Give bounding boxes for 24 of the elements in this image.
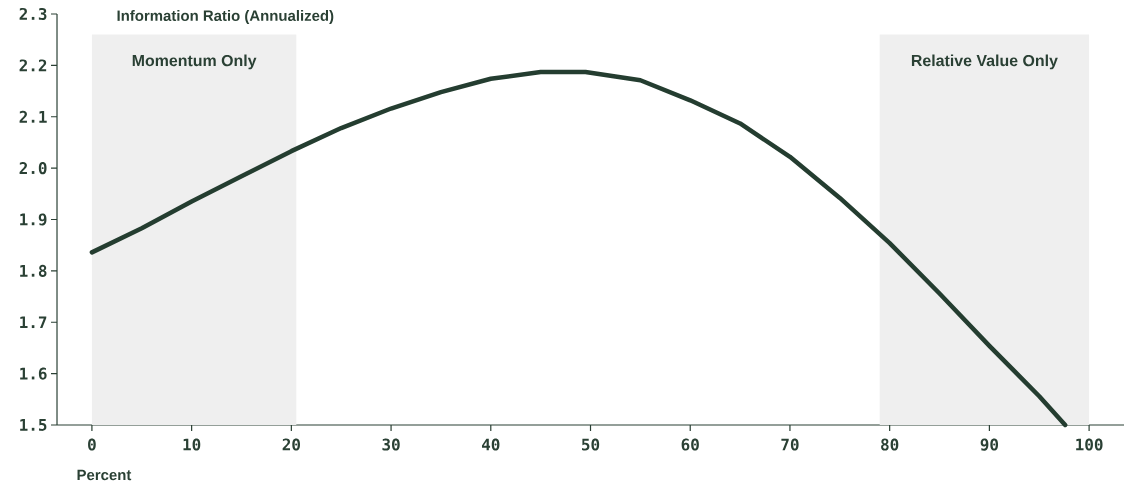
band-label: Momentum Only <box>132 54 257 70</box>
x-tick-label: 100 <box>1076 438 1103 451</box>
y-axis-title: Information Ratio (Annualized) <box>117 10 334 24</box>
y-tick-label: 1.6 <box>20 367 47 380</box>
y-tick-label: 1.7 <box>20 316 47 329</box>
y-tick-label: 2.1 <box>19 110 47 123</box>
x-axis-title: Percent <box>77 469 132 481</box>
x-tick-label: 70 <box>781 438 799 451</box>
x-tick-label: 50 <box>582 438 600 451</box>
x-tick-label: 40 <box>481 438 500 451</box>
x-tick-label: 0 <box>88 438 96 451</box>
y-tick-label: 1.9 <box>20 213 47 226</box>
y-tick-label: 2.3 <box>19 7 47 21</box>
band-label: Relative Value Only <box>911 54 1058 70</box>
x-tick-label: 10 <box>183 438 201 451</box>
y-tick-label: 1.5 <box>20 419 47 431</box>
y-tick-label: 1.8 <box>20 264 47 277</box>
x-tick-label: 90 <box>980 438 999 451</box>
y-tick-label: 2.0 <box>19 162 47 175</box>
x-tick-label: 80 <box>881 438 899 451</box>
y-tick-label: 2.2 <box>19 59 47 72</box>
x-tick-label: 20 <box>282 438 300 451</box>
x-tick-label: 60 <box>681 438 699 451</box>
x-tick-label: 30 <box>382 438 400 451</box>
